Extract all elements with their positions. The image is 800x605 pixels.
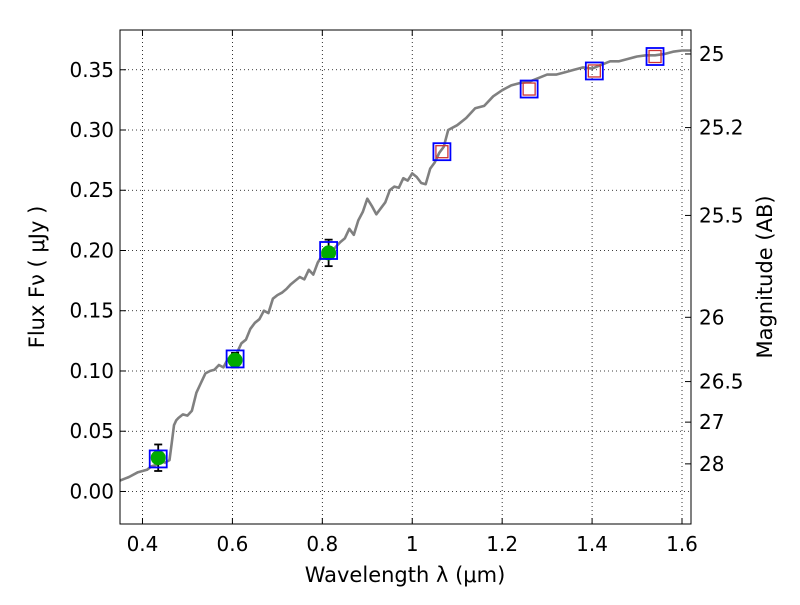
ticks: 0.4 0.6 0.8 1 1.2 1.4 1.6 0.00 0.05 0.10 0.15 0.20 0… xyxy=(69,30,744,556)
y-tick-label: 0.15 xyxy=(69,299,114,323)
spectrum-layer xyxy=(119,49,691,482)
y-axis-label: Flux Fν ( μJy ) xyxy=(25,206,49,349)
model-photometry-point xyxy=(519,79,539,99)
observed-point xyxy=(227,352,243,368)
model-photometry-point xyxy=(584,61,604,81)
x-axis-label: Wavelength λ (μm) xyxy=(305,563,506,587)
magnitude-tick-label: 25.2 xyxy=(699,116,744,140)
y2-axis-label: Magnitude (AB) xyxy=(753,195,777,358)
y-tick-label: 0.30 xyxy=(69,118,114,142)
model-photometry-point xyxy=(319,241,339,260)
y-tick-label: 0.10 xyxy=(69,359,114,383)
y-tick-label: 0.35 xyxy=(69,58,114,82)
x-tick-label: 0.4 xyxy=(127,532,159,556)
upper-limit-point xyxy=(587,64,601,78)
magnitude-tick-label: 26 xyxy=(699,305,724,329)
model-photometry-point xyxy=(645,47,665,66)
x-tick-label: 1.6 xyxy=(666,532,698,556)
upper-limit-point xyxy=(648,49,662,64)
magnitude-tick-label: 26.5 xyxy=(699,370,744,394)
x-tick-label: 0.8 xyxy=(306,532,338,556)
magnitude-tick-label: 25.5 xyxy=(699,203,744,227)
plot-frame xyxy=(119,29,692,525)
y-tick-label: 0.05 xyxy=(69,419,114,443)
observed-point xyxy=(321,245,337,261)
observed-point xyxy=(150,450,166,466)
marker-layer xyxy=(148,47,665,472)
upper-limit-point xyxy=(435,145,449,159)
y-tick-label: 0.00 xyxy=(69,479,114,503)
magnitude-tick-label: 25 xyxy=(699,42,724,66)
model-spectrum-line xyxy=(119,49,691,482)
upper-limit-point xyxy=(522,82,536,96)
x-tick-label: 0.6 xyxy=(216,532,248,556)
model-photometry-point xyxy=(432,142,452,162)
x-tick-label: 1.4 xyxy=(576,532,608,556)
magnitude-tick-label: 28 xyxy=(699,452,724,476)
model-photometry-point xyxy=(148,449,168,469)
y-tick-label: 0.25 xyxy=(69,178,114,202)
x-tick-label: 1 xyxy=(406,532,419,556)
y-tick-label: 0.20 xyxy=(69,238,114,262)
axes xyxy=(119,29,692,525)
x-tick-label: 1.2 xyxy=(486,532,518,556)
grid xyxy=(120,30,691,524)
magnitude-tick-label: 27 xyxy=(699,410,724,434)
model-photometry-point xyxy=(225,349,245,369)
